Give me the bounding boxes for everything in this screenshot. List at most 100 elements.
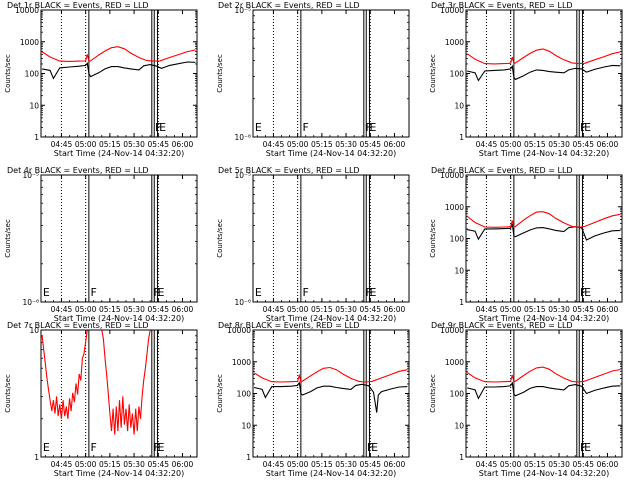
x-tick-label: 05:30 [548,305,570,314]
x-axis-label: Start Time (24-Nov-14 04:32:20) [54,314,184,323]
plot-title: Det 7r BLACK = Events, RED = LLD [7,321,149,330]
x-tick-label: 05:30 [335,140,357,149]
x-axis-label: Start Time (24-Nov-14 04:32:20) [479,314,609,323]
x-tick-label: 05:15 [99,140,121,149]
x-tick-label: 05:30 [548,140,570,149]
y-tick-label: 1000 [445,38,464,47]
x-tick-label: 05:15 [524,140,546,149]
series-line-events [466,381,621,400]
plot-frame [40,329,198,458]
y-tick-label: 10⁻⁵ [22,171,39,180]
x-tick-label: 06:00 [172,305,194,314]
plot-data-layer [466,366,621,400]
flag-label: F [153,286,159,299]
plot-frame [465,329,623,458]
flag-label: E [255,121,262,134]
x-tick-label: 05:30 [335,460,357,469]
y-tick-label: 10000 [440,6,464,15]
y-tick-label: 10⁻⁶ [22,298,39,307]
plot-title: Det 5r BLACK = Events, RED = LLD [218,166,360,175]
x-axis-label: Start Time (24-Nov-14 04:32:20) [54,469,184,478]
x-tick-label: 06:00 [597,305,619,314]
x-tick-label: 04:45 [51,140,73,149]
x-tick-label: 05:30 [123,305,145,314]
y-tick-label: 100 [25,70,40,79]
flag-label: E [371,441,378,454]
x-tick-label: 05:00 [287,305,309,314]
flag-label: E [157,286,164,299]
y-tick-label: 1 [459,133,464,142]
x-axis-label: Start Time (24-Nov-14 04:32:20) [266,469,396,478]
y-tick-label: 10 [241,421,251,430]
series-line-lld [466,211,621,229]
plot-data-layer [253,366,408,413]
flag-label: E [369,286,376,299]
y-tick-label: 1 [459,298,464,307]
flag-label: F [90,441,96,454]
flag-label: F [580,441,586,454]
x-tick-label: 05:30 [548,460,570,469]
x-tick-label: 06:00 [172,140,194,149]
x-tick-label: 05:00 [287,140,309,149]
plot-frame [252,174,410,303]
flag-label: E [584,121,591,134]
plot-data-layer [41,46,196,80]
plot-title: Det 9r BLACK = Events, RED = LLD [431,321,573,330]
y-tick-label: 100 [237,390,252,399]
y-tick-label: 10 [454,266,464,275]
x-tick-label: 05:45 [572,305,594,314]
plot-panel-6: Det 6r BLACK = Events, RED = LLD 1 10 100 10… [429,166,623,323]
x-tick-label: 05:15 [99,305,121,314]
flag-label: E [43,286,50,299]
plot-panel-8: Det 8r BLACK = Events, RED = LLD 1 10 100 10… [216,321,410,478]
x-tick-label: 05:00 [287,460,309,469]
x-axis-label: Start Time (24-Nov-14 04:32:20) [266,149,396,158]
plot-panel-1: Det 1r BLACK = Events, RED = LLD 1 10 100 10… [4,1,198,158]
x-tick-label: 05:15 [311,140,333,149]
plot-title: Det 8r BLACK = Events, RED = LLD [218,321,360,330]
x-tick-label: 05:45 [147,140,169,149]
y-tick-label: 1000 [20,38,39,47]
flag-label: E [255,286,262,299]
plot-title: Det 4r BLACK = Events, RED = LLD [7,166,149,175]
series-line-events [41,61,196,80]
x-tick-label: 05:00 [500,305,522,314]
x-tick-label: 05:15 [99,460,121,469]
y-axis-label: Counts/sec [216,219,224,258]
y-tick-label: 10 [29,326,39,335]
y-tick-label: 10⁻⁵ [234,171,251,180]
y-tick-label: 10 [454,421,464,430]
flag-label: F [153,441,159,454]
plot-panel-3: Det 3r BLACK = Events, RED = LLD 1 10 100 10… [429,1,623,158]
x-axis-label: Start Time (24-Nov-14 04:32:20) [266,314,396,323]
x-tick-label: 05:45 [359,305,381,314]
flag-label: F [580,286,586,299]
x-tick-label: 06:00 [384,305,406,314]
x-tick-label: 06:00 [597,460,619,469]
flag-label: E [157,441,164,454]
y-tick-label: 1 [34,453,39,462]
x-tick-label: 04:45 [263,140,285,149]
y-tick-label: 10⁻⁶ [234,133,251,142]
flag-label: F [365,121,371,134]
plot-title: Det 6r BLACK = Events, RED = LLD [431,166,573,175]
x-tick-label: 05:45 [359,460,381,469]
y-tick-label: 100 [450,390,465,399]
x-tick-label: 05:15 [311,305,333,314]
x-tick-label: 06:00 [384,460,406,469]
series-line-lld [466,48,621,65]
x-tick-label: 04:45 [263,305,285,314]
plot-title: Det 1r BLACK = Events, RED = LLD [7,1,149,10]
x-tick-label: 06:00 [597,140,619,149]
y-tick-label: 1000 [232,358,251,367]
y-axis-label: Counts/sec [429,219,437,258]
flag-label: F [367,441,373,454]
x-tick-label: 06:00 [172,460,194,469]
flag-label: F [302,121,308,134]
y-axis-label: Counts/sec [4,219,12,258]
flag-label: E [584,286,591,299]
x-tick-label: 05:45 [572,460,594,469]
flag-label: F [302,286,308,299]
